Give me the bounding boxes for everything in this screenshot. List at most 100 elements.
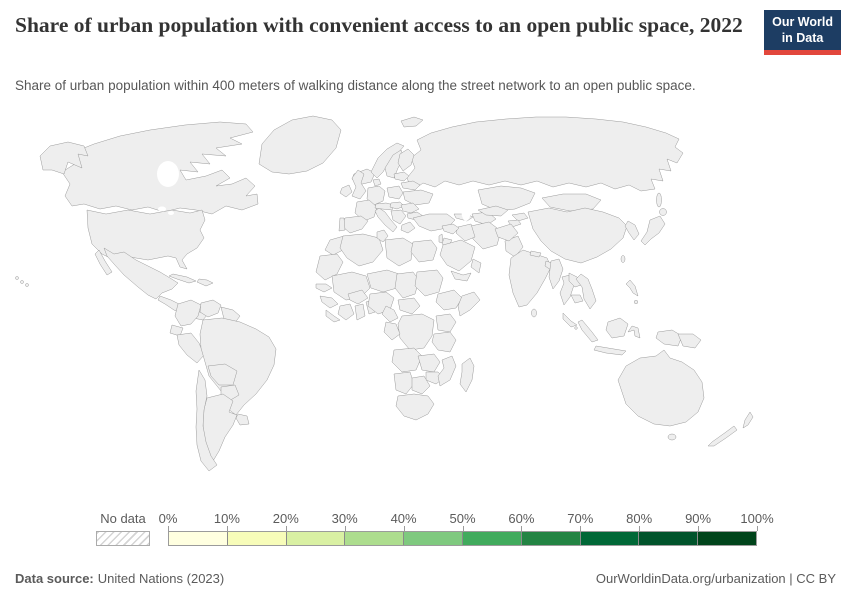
region-burkina-faso[interactable] [347, 289, 369, 305]
region-indonesia-java[interactable] [593, 345, 627, 356]
region-russia[interactable] [406, 116, 684, 192]
region-new-zealand-north[interactable] [742, 411, 754, 429]
legend-no-data-swatch[interactable] [96, 531, 150, 546]
region-mexico[interactable] [103, 247, 179, 300]
region-belarus[interactable] [400, 180, 421, 191]
region-iran[interactable] [470, 221, 502, 250]
legend-color-segment[interactable] [169, 532, 227, 545]
region-svalbard[interactable] [400, 116, 424, 128]
region-japan[interactable] [640, 215, 666, 246]
region-dr-congo[interactable] [397, 313, 435, 351]
region-cambodia[interactable] [570, 294, 584, 304]
region-uruguay[interactable] [235, 413, 250, 426]
region-italy[interactable] [374, 207, 398, 233]
legend-color-segment[interactable] [697, 532, 756, 545]
region-chile[interactable] [195, 369, 218, 472]
credit-link[interactable]: OurWorldinData.org/urbanization | CC BY [595, 571, 836, 586]
region-singapore[interactable] [574, 326, 578, 330]
region-philippines-mindanao[interactable] [633, 299, 639, 305]
region-cuba[interactable] [168, 273, 197, 284]
region-korea[interactable] [624, 220, 640, 241]
region-madagascar[interactable] [459, 357, 475, 393]
region-france[interactable] [354, 199, 378, 222]
legend-color-segment[interactable] [579, 532, 639, 545]
region-indonesia-sulawesi[interactable] [627, 325, 641, 339]
region-germany[interactable] [366, 185, 386, 206]
region-chad[interactable] [394, 271, 420, 299]
region-central-african-republic[interactable] [397, 297, 421, 315]
region-somalia[interactable] [457, 291, 481, 317]
region-kyrgyzstan[interactable] [511, 212, 529, 222]
region-hawaii[interactable] [25, 283, 29, 287]
region-sudan[interactable] [414, 269, 444, 297]
owid-logo[interactable]: Our World in Data [764, 10, 841, 56]
region-norway[interactable] [370, 142, 405, 179]
region-hawaii[interactable] [15, 276, 19, 280]
legend-color-segment[interactable] [403, 532, 462, 545]
region-china[interactable] [527, 207, 628, 264]
region-angola[interactable] [391, 347, 423, 373]
region-malaysia[interactable] [562, 312, 578, 328]
region-saudi-arabia[interactable] [439, 239, 476, 272]
region-baltics[interactable] [393, 171, 410, 182]
region-tanzania[interactable] [431, 331, 457, 353]
region-taiwan[interactable] [620, 255, 626, 263]
region-afghanistan[interactable] [494, 223, 519, 242]
legend-color-segment[interactable] [638, 532, 698, 545]
region-brazil[interactable] [199, 317, 277, 416]
region-congo-gabon[interactable] [383, 321, 401, 341]
region-kazakhstan[interactable] [477, 185, 536, 212]
region-botswana[interactable] [411, 375, 431, 395]
region-greece[interactable] [400, 221, 416, 234]
region-philippines[interactable] [625, 279, 639, 297]
region-nepal[interactable] [529, 250, 542, 258]
region-spain[interactable] [341, 215, 369, 234]
region-romania[interactable] [400, 202, 420, 214]
region-alaska[interactable] [39, 141, 89, 175]
region-tunisia[interactable] [376, 229, 389, 243]
region-vietnam[interactable] [575, 273, 597, 310]
region-mexico-baja[interactable] [94, 249, 113, 276]
region-egypt[interactable] [410, 239, 438, 263]
region-switzerland-austria[interactable] [374, 202, 395, 211]
region-new-zealand-south[interactable] [707, 425, 738, 447]
region-japan-hokkaido[interactable] [659, 208, 667, 216]
region-cote-divoire[interactable] [337, 303, 355, 321]
legend-color-segment[interactable] [285, 532, 345, 545]
region-bolivia[interactable] [207, 363, 238, 386]
region-russia-sakhalin[interactable] [656, 192, 662, 208]
region-ireland[interactable] [339, 184, 353, 198]
region-hispaniola[interactable] [196, 278, 214, 287]
region-pakistan[interactable] [504, 235, 524, 258]
region-guinea[interactable] [319, 295, 339, 309]
region-poland[interactable] [386, 185, 404, 200]
region-venezuela[interactable] [199, 299, 222, 318]
region-algeria[interactable] [339, 233, 384, 267]
region-syria[interactable] [441, 223, 460, 235]
region-hungary[interactable] [389, 201, 405, 210]
region-uzbekistan[interactable] [477, 205, 509, 217]
legend-color-segment[interactable] [520, 532, 580, 545]
region-portugal[interactable] [338, 217, 346, 232]
region-south-africa[interactable] [395, 393, 435, 421]
region-sierra-leone-liberia[interactable] [325, 309, 341, 323]
region-yemen[interactable] [450, 270, 472, 282]
region-myanmar[interactable] [548, 258, 564, 290]
legend-color-segment[interactable] [226, 532, 286, 545]
region-finland[interactable] [397, 148, 415, 172]
region-namibia[interactable] [393, 371, 415, 395]
region-libya[interactable] [384, 237, 414, 267]
region-mozambique[interactable] [437, 355, 457, 387]
region-mongolia[interactable] [541, 193, 602, 212]
region-indonesia-sumatra[interactable] [577, 319, 599, 343]
region-colombia[interactable] [174, 299, 202, 327]
region-zambia[interactable] [417, 353, 441, 373]
region-niger[interactable] [366, 269, 400, 293]
region-uk[interactable] [351, 169, 367, 200]
region-western-sahara-mauritania[interactable] [315, 253, 344, 281]
region-tasmania[interactable] [667, 433, 677, 441]
region-iraq[interactable] [455, 223, 476, 242]
region-ukraine[interactable] [402, 189, 434, 206]
region-denmark[interactable] [372, 178, 382, 187]
legend-color-segment[interactable] [461, 532, 521, 545]
